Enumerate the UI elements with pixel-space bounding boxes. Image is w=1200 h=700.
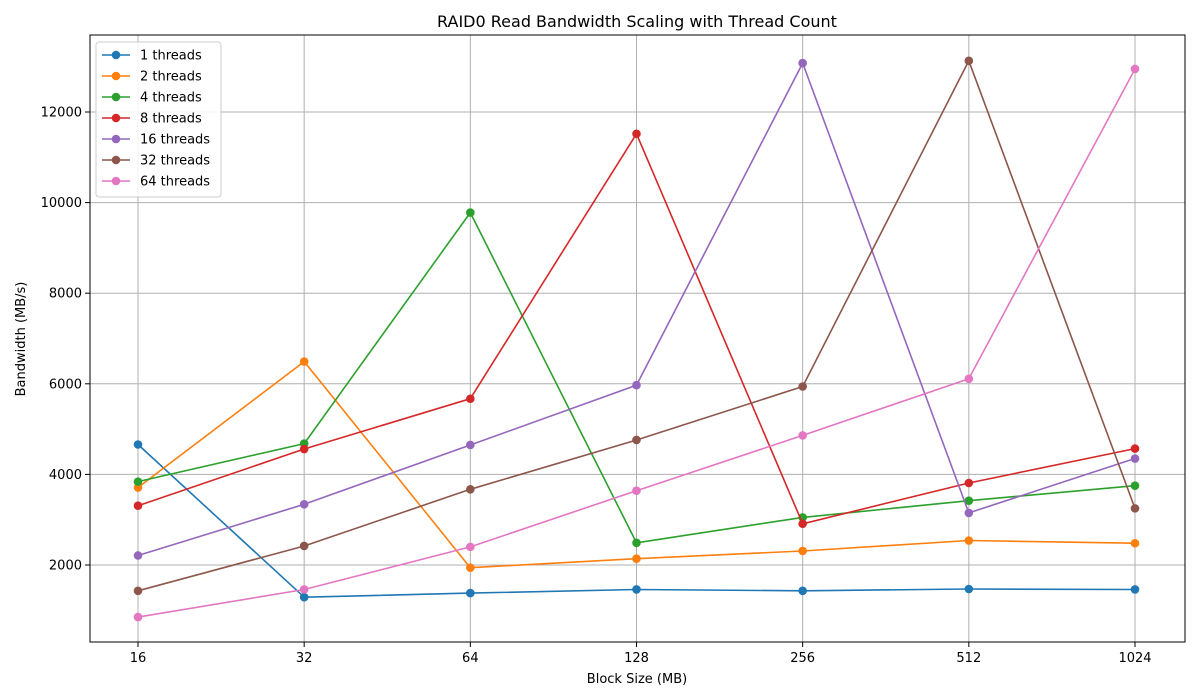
data-point — [964, 536, 974, 545]
data-point — [133, 586, 143, 596]
data-point — [466, 542, 475, 552]
data-point — [798, 586, 807, 596]
y-axis-label: Bandwidth (MB/s) — [14, 282, 29, 397]
x-tick-label: 32 — [296, 651, 313, 666]
series-5 — [133, 58, 1140, 560]
grid-lines — [90, 35, 1185, 642]
data-point — [964, 478, 974, 488]
data-point — [466, 208, 475, 217]
data-point — [798, 58, 807, 68]
data-point — [964, 584, 974, 594]
data-point — [133, 501, 143, 510]
series-7 — [133, 64, 1140, 622]
data-point — [632, 486, 641, 496]
y-tick-label: 10000 — [41, 196, 82, 211]
data-point — [632, 554, 641, 563]
legend-swatch-marker — [111, 134, 121, 144]
axis-ticks: 16 32 64 128 256 512 1024 2000 4000 6000 8000 10000… — [41, 106, 1152, 666]
data-point — [299, 592, 309, 602]
legend-entry: 32 threads — [102, 154, 210, 169]
x-tick-label: 16 — [130, 651, 147, 666]
x-axis-label: Block Size (MB) — [587, 672, 687, 687]
legend-swatch-marker — [111, 92, 121, 102]
legend-label: 64 threads — [140, 175, 210, 190]
legend-swatch-marker — [111, 71, 121, 81]
legend-label: 8 threads — [140, 112, 202, 127]
legend-entry: 8 threads — [102, 112, 202, 127]
y-tick-label: 6000 — [49, 377, 82, 392]
legend: 1 threads 2 threads 4 threads 8 threads 16 t… — [95, 41, 222, 198]
data-point — [798, 546, 807, 556]
legend-label: 32 threads — [140, 154, 210, 169]
data-point — [299, 444, 309, 454]
y-tick-label: 8000 — [49, 287, 82, 302]
series-3 — [133, 208, 1140, 548]
data-point — [632, 435, 641, 445]
legend-box — [95, 41, 222, 198]
data-point — [299, 357, 309, 366]
data-point — [299, 499, 309, 509]
data-point — [133, 612, 143, 622]
legend-entry: 16 threads — [102, 133, 210, 148]
data-point — [632, 129, 641, 139]
legend-swatch-marker — [111, 155, 121, 165]
data-point — [466, 485, 475, 494]
data-point — [1130, 504, 1140, 513]
plot-area-frame — [89, 34, 1186, 643]
data-point — [1130, 585, 1140, 594]
series-4 — [133, 129, 1140, 529]
data-point — [466, 588, 475, 598]
y-tick-label: 2000 — [49, 558, 82, 573]
x-tick-label: 256 — [790, 651, 815, 666]
data-point — [1130, 444, 1140, 453]
data-point — [632, 585, 641, 594]
data-point — [964, 496, 974, 505]
legend-label: 2 threads — [140, 70, 202, 85]
chart-title: RAID0 Read Bandwidth Scaling with Thread… — [437, 12, 837, 31]
data-point — [1130, 538, 1140, 548]
data-point — [632, 380, 641, 390]
legend-entry: 1 threads — [102, 49, 202, 64]
x-tick-label: 128 — [624, 651, 649, 666]
data-point — [798, 519, 807, 529]
legend-label: 4 threads — [140, 91, 202, 106]
data-point — [466, 394, 475, 404]
legend-entry: 4 threads — [102, 91, 202, 106]
data-point — [1130, 454, 1140, 463]
data-point — [1130, 64, 1140, 74]
legend-swatch-marker — [111, 50, 121, 60]
legend-label: 16 threads — [140, 133, 210, 148]
data-point — [133, 477, 143, 486]
data-point — [466, 440, 475, 450]
legend-swatch-marker — [111, 113, 121, 123]
data-point — [964, 508, 974, 518]
legend-entry: 2 threads — [102, 70, 202, 85]
data-point — [798, 431, 807, 440]
series-2 — [133, 357, 1140, 573]
data-point — [133, 440, 143, 449]
data-point — [299, 585, 309, 594]
data-point — [1130, 481, 1140, 491]
series-1 — [133, 440, 1140, 602]
y-tick-label: 4000 — [49, 468, 82, 483]
data-point — [133, 551, 143, 560]
data-point — [632, 538, 641, 548]
x-tick-label: 512 — [956, 651, 981, 666]
x-tick-label: 64 — [462, 651, 479, 666]
legend-label: 1 threads — [140, 49, 202, 64]
legend-swatch-marker — [111, 176, 121, 186]
data-point — [964, 374, 974, 384]
data-point — [299, 541, 309, 551]
data-point — [133, 483, 143, 492]
series-6 — [133, 56, 1140, 596]
x-tick-label: 1024 — [1118, 651, 1151, 666]
series-group — [133, 56, 1140, 622]
data-point — [964, 56, 974, 66]
y-tick-label: 12000 — [41, 106, 82, 121]
data-point — [798, 382, 807, 391]
data-point — [466, 563, 475, 573]
legend-entry: 64 threads — [102, 175, 210, 190]
